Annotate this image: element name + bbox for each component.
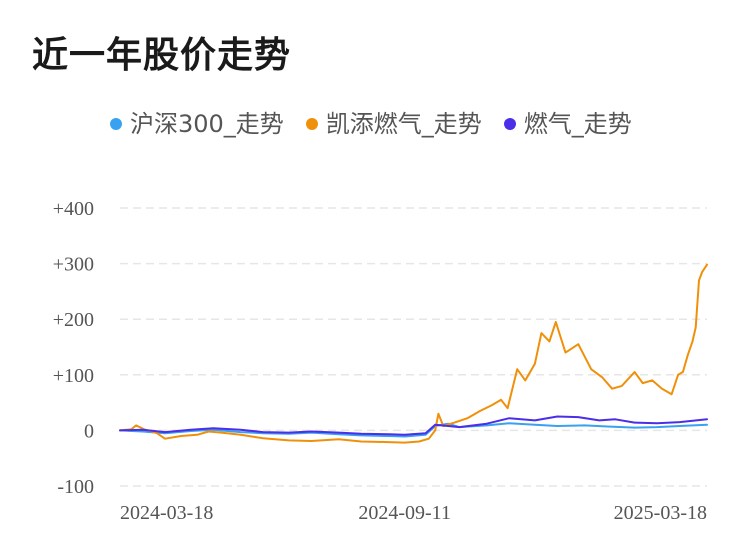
legend-label: 燃气_走势 bbox=[523, 110, 632, 138]
legend-item-hs300[interactable]: 沪深300_走势 bbox=[110, 106, 284, 142]
x-tick-label: 2024-09-11 bbox=[358, 502, 451, 524]
series-line-1 bbox=[119, 263, 708, 444]
y-tick-label: -100 bbox=[57, 476, 94, 498]
y-tick-label: +300 bbox=[53, 254, 94, 276]
legend-dot-icon bbox=[110, 118, 122, 130]
legend-item-gas[interactable]: 燃气_走势 bbox=[503, 106, 632, 142]
y-tick-label: +200 bbox=[53, 309, 94, 331]
y-tick-label: +400 bbox=[53, 198, 94, 220]
x-axis-ticks: 2024-03-18 2024-09-11 2025-03-18 bbox=[120, 502, 707, 524]
page-title: 近一年股价走势 bbox=[32, 35, 292, 76]
x-tick-label: 2024-03-18 bbox=[120, 502, 213, 524]
series-lines bbox=[119, 263, 708, 444]
y-axis-ticks: +400 +300 +200 +100 0 -100 bbox=[53, 198, 94, 498]
legend-dot-icon bbox=[305, 118, 318, 130]
chart-legend: 沪深300_走势 凯添燃气_走势 燃气_走势 bbox=[110, 106, 632, 142]
legend-label: 沪深300_走势 bbox=[130, 110, 284, 138]
series-line-2 bbox=[119, 415, 708, 436]
series-line-0 bbox=[119, 422, 708, 438]
y-tick-label: +100 bbox=[53, 365, 94, 387]
legend-dot-icon bbox=[503, 118, 516, 130]
legend-item-kaitian[interactable]: 凯添燃气_走势 bbox=[305, 106, 482, 142]
y-tick-label: 0 bbox=[84, 420, 94, 442]
grid-lines bbox=[120, 207, 707, 487]
x-tick-label: 2025-03-18 bbox=[614, 502, 707, 524]
legend-label: 凯添燃气_走势 bbox=[325, 110, 482, 138]
